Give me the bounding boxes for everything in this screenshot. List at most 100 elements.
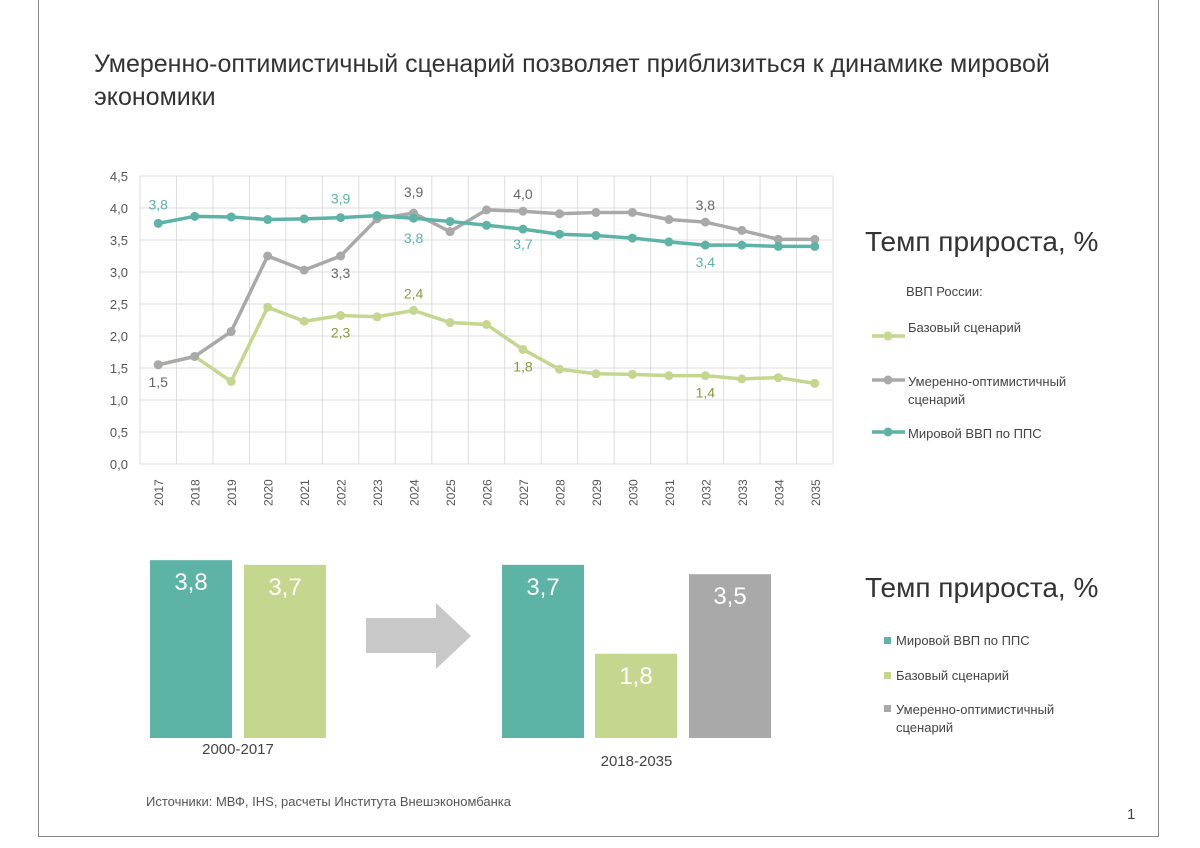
- point-world: [263, 215, 273, 225]
- point-optimistic: [153, 360, 163, 370]
- point-world: [518, 224, 528, 234]
- x-tick-label: 2026: [481, 479, 495, 506]
- point-optimistic: [190, 351, 200, 361]
- bar-category-label: 2000-2017: [202, 741, 274, 758]
- point-base: [737, 374, 747, 384]
- data-label-world: 3,4: [696, 254, 716, 270]
- point-optimistic: [226, 327, 236, 337]
- x-tick-label: 2021: [298, 479, 312, 506]
- series-line-optimistic: [157, 208, 815, 367]
- x-tick-label: 2028: [553, 479, 567, 506]
- data-label-base: 2,4: [404, 285, 424, 301]
- y-tick-label: 4,0: [110, 201, 128, 216]
- point-optimistic: [299, 265, 309, 275]
- legend-world: Мировой ВВП по ППС: [908, 426, 1042, 441]
- x-tick-label: 2027: [517, 479, 531, 506]
- arrow-icon: [366, 603, 471, 669]
- data-label-world: 3,8: [404, 230, 424, 246]
- point-world: [627, 233, 637, 243]
- line-legend-subtitle: ВВП России:: [906, 284, 983, 299]
- point-world: [372, 211, 382, 221]
- bar-legend-title: Темп прироста, %: [865, 572, 1099, 603]
- point-world: [153, 218, 163, 228]
- bar-base: [595, 653, 677, 738]
- slide-title: Умеренно-оптимистичный сценарий позволяе…: [94, 50, 1050, 111]
- point-world: [299, 214, 309, 224]
- y-tick-label: 1,0: [110, 393, 128, 408]
- point-base: [664, 371, 674, 381]
- x-tick-label: 2023: [371, 479, 385, 506]
- point-optimistic: [445, 227, 455, 237]
- point-world: [482, 220, 491, 230]
- data-label-optimistic: 3,8: [696, 197, 716, 213]
- bar-category-label: 2018-2035: [601, 753, 673, 770]
- y-tick-label: 2,5: [110, 297, 128, 312]
- series-line-base: [157, 304, 816, 386]
- bar-legend-optimistic: Умеренно-оптимистичный сценарий: [896, 702, 1055, 735]
- point-optimistic: [554, 209, 564, 219]
- x-tick-label: 2019: [225, 479, 239, 506]
- legend-marker: [883, 331, 893, 341]
- point-world: [773, 241, 783, 251]
- data-label-world: 3,8: [149, 196, 169, 212]
- point-base: [700, 371, 710, 381]
- data-label-optimistic: 3,3: [331, 265, 351, 281]
- point-world: [737, 240, 747, 250]
- point-base: [372, 312, 382, 322]
- point-optimistic: [482, 205, 491, 215]
- bar-base: [244, 564, 326, 738]
- data-label-base: 1,4: [696, 385, 716, 401]
- legend-optimistic: Умеренно-оптимистичный сценарий: [908, 374, 1067, 407]
- bar-world: [150, 560, 232, 738]
- point-world: [409, 213, 419, 223]
- y-tick-label: 0,5: [110, 425, 128, 440]
- point-base: [627, 369, 637, 379]
- bar-legend-world: Мировой ВВП по ППС: [896, 633, 1030, 648]
- bar-label: 1,8: [619, 663, 652, 690]
- point-optimistic: [664, 215, 674, 225]
- bar-label: 3,8: [174, 569, 207, 596]
- point-base: [518, 344, 528, 354]
- bar-world: [502, 564, 584, 738]
- x-tick-label: 2020: [262, 479, 276, 506]
- bar-label: 3,7: [526, 574, 559, 601]
- point-world: [810, 241, 820, 251]
- bar-optimistic: [689, 574, 771, 738]
- point-optimistic: [263, 251, 273, 261]
- x-tick-label: 2035: [809, 479, 823, 506]
- point-world: [700, 240, 710, 250]
- x-tick-label: 2030: [626, 479, 640, 506]
- slide-frame: [38, 0, 1159, 837]
- bar-legend-base: Базовый сценарий: [896, 668, 1009, 683]
- point-base: [299, 316, 309, 326]
- point-optimistic: [591, 207, 601, 217]
- data-label-optimistic: 4,0: [513, 186, 533, 202]
- point-optimistic: [518, 206, 528, 216]
- point-world: [190, 211, 200, 221]
- x-tick-label: 2024: [408, 479, 422, 506]
- legend-swatch: [884, 672, 891, 679]
- x-tick-label: 2025: [444, 479, 458, 506]
- data-label-world: 3,9: [331, 191, 351, 207]
- point-base: [409, 305, 419, 315]
- legend-marker: [883, 375, 893, 385]
- point-world: [336, 213, 346, 223]
- x-tick-label: 2022: [335, 479, 349, 506]
- point-base: [336, 311, 346, 321]
- y-tick-label: 1,5: [110, 361, 128, 376]
- point-world: [554, 229, 564, 239]
- y-tick-label: 3,0: [110, 265, 128, 280]
- point-world: [664, 237, 674, 247]
- page-number: 1: [1127, 806, 1136, 823]
- source-note: Источники: МВФ, IHS, расчеты Института В…: [146, 794, 512, 809]
- legend-marker: [883, 427, 893, 437]
- point-optimistic: [627, 207, 637, 217]
- point-base: [591, 369, 601, 379]
- point-base: [810, 378, 820, 388]
- x-tick-label: 2017: [152, 479, 166, 506]
- point-base: [482, 319, 491, 329]
- y-tick-label: 0,0: [110, 457, 128, 472]
- point-optimistic: [810, 234, 820, 244]
- legend-swatch: [884, 705, 891, 712]
